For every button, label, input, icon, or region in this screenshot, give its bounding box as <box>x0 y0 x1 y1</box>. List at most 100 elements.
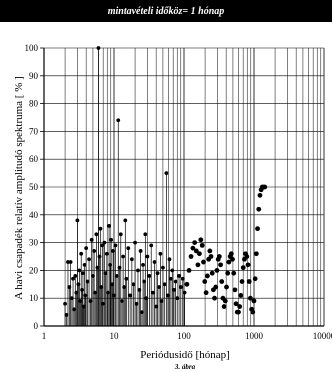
data-point-104 <box>201 259 206 265</box>
data-point-69 <box>144 296 149 301</box>
data-point-49 <box>117 265 122 270</box>
data-point-11 <box>76 282 81 287</box>
data-point-80 <box>161 265 165 270</box>
data-point-62 <box>136 268 140 273</box>
data-point-119 <box>219 279 225 284</box>
data-point-50 <box>118 232 123 237</box>
data-point-23 <box>88 299 93 303</box>
data-point-102 <box>198 237 204 243</box>
data-point-113 <box>212 295 217 301</box>
data-point-106 <box>203 290 209 296</box>
data-point-45 <box>112 293 116 298</box>
data-point-20 <box>84 246 89 251</box>
data-point-145 <box>250 309 256 315</box>
y-tick-label-10: 100 <box>25 43 39 53</box>
data-point-148 <box>253 251 259 257</box>
data-point-85 <box>169 276 173 281</box>
data-point-65 <box>139 310 144 314</box>
data-point-59 <box>131 282 136 287</box>
data-point-89 <box>175 296 180 301</box>
data-point-68 <box>143 232 148 237</box>
data-point-136 <box>239 279 245 284</box>
data-point-100 <box>195 262 201 268</box>
data-point-94 <box>184 281 190 287</box>
y-tick-labels: 0 10 20 30 40 50 60 70 80 90 100 <box>25 43 44 331</box>
x-tick-label-3: 1000 <box>245 331 264 341</box>
data-point-28 <box>94 232 99 237</box>
data-point-30 <box>96 46 101 50</box>
data-point-95 <box>186 268 192 273</box>
data-point-91 <box>178 285 183 289</box>
data-point-122 <box>222 298 228 304</box>
data-point-27 <box>93 290 98 295</box>
data-point-38 <box>104 251 109 256</box>
data-point-32 <box>98 226 103 231</box>
data-point-40 <box>107 224 111 228</box>
data-point-15 <box>80 287 84 292</box>
data-point-14 <box>79 251 84 256</box>
data-point-39 <box>106 290 110 295</box>
data-point-71 <box>147 274 152 278</box>
data-point-118 <box>218 262 223 268</box>
data-point-77 <box>157 285 161 289</box>
data-points <box>63 46 268 317</box>
data-point-143 <box>247 295 253 301</box>
data-point-19 <box>83 293 88 298</box>
data-point-53 <box>122 285 127 289</box>
data-point-72 <box>149 243 154 248</box>
data-point-22 <box>87 257 91 262</box>
data-point-84 <box>167 257 172 262</box>
data-point-1 <box>64 312 69 317</box>
data-point-3 <box>67 285 72 289</box>
y-tick-label-6: 60 <box>29 154 39 164</box>
data-point-60 <box>133 240 137 245</box>
data-point-41 <box>108 262 113 267</box>
data-point-31 <box>97 254 102 259</box>
data-point-75 <box>154 304 159 309</box>
data-point-141 <box>245 262 251 268</box>
data-point-109 <box>207 248 213 254</box>
data-point-105 <box>202 279 208 284</box>
data-point-151 <box>257 192 263 198</box>
data-point-8 <box>73 274 78 278</box>
y-tick-label-0: 0 <box>34 321 39 331</box>
data-point-121 <box>221 304 227 309</box>
y-tick-label-1: 10 <box>29 293 39 303</box>
data-point-42 <box>109 237 114 242</box>
data-point-47 <box>114 274 119 278</box>
data-point-140 <box>244 254 250 259</box>
data-point-67 <box>142 279 147 284</box>
data-point-114 <box>213 284 219 290</box>
data-point-51 <box>120 299 124 303</box>
data-point-133 <box>236 309 241 315</box>
data-point-142 <box>246 279 252 284</box>
data-point-21 <box>85 279 90 284</box>
y-tick-label-5: 50 <box>29 182 39 192</box>
data-point-52 <box>121 254 126 259</box>
data-point-130 <box>232 287 238 293</box>
y-tick-label-3: 30 <box>29 238 39 248</box>
data-point-73 <box>151 290 155 295</box>
data-point-149 <box>255 226 260 232</box>
data-point-97 <box>190 245 196 251</box>
data-point-150 <box>256 206 262 212</box>
data-point-134 <box>237 304 243 309</box>
data-point-9 <box>74 290 79 295</box>
data-point-103 <box>199 242 205 248</box>
y-axis-label: A havi csapadék relatív amplitudó spektr… <box>13 76 25 300</box>
y-tick-label-8: 80 <box>29 99 39 109</box>
data-point-12 <box>77 268 82 273</box>
title-bar <box>0 0 332 22</box>
data-point-2 <box>66 260 70 264</box>
x-axis-label: Periódusidő [hónap] <box>140 349 230 361</box>
data-point-16 <box>81 271 85 276</box>
data-point-155 <box>262 184 268 190</box>
data-point-131 <box>233 301 239 307</box>
data-point-36 <box>102 240 107 245</box>
data-point-6 <box>71 276 75 281</box>
data-point-13 <box>78 299 83 303</box>
data-point-25 <box>91 274 95 278</box>
data-point-137 <box>240 265 246 271</box>
data-point-123 <box>224 284 229 290</box>
data-point-79 <box>159 299 164 303</box>
